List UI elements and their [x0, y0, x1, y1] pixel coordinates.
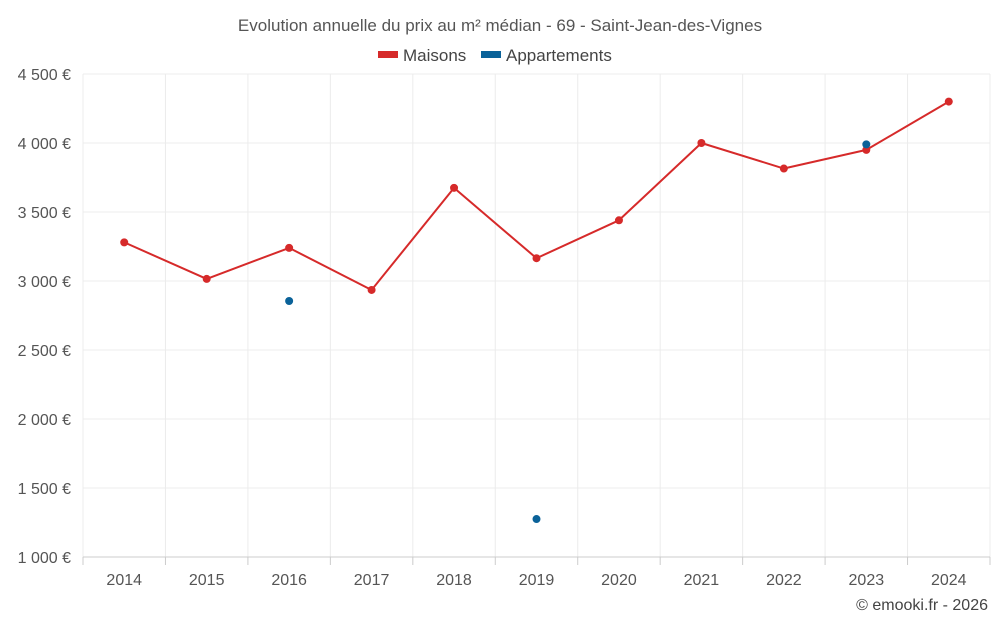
y-tick-label: 2 500 €: [18, 343, 71, 360]
x-axis: 2014 2015 2016 2017 2018 2019 2020 2021 2022 2023…: [82, 556, 991, 589]
data-point-maisons-2019[interactable]: [532, 254, 541, 263]
series-layer: [120, 97, 953, 524]
data-point-maisons-2021[interactable]: [697, 139, 706, 147]
data-point-maisons-2024[interactable]: [944, 97, 953, 106]
legend-swatch-maisons: [378, 51, 398, 58]
data-point-maisons-2022[interactable]: [779, 164, 788, 173]
series-maisons: [120, 97, 953, 294]
x-tick-label: 2015: [189, 572, 225, 589]
data-point-maisons-2018[interactable]: [450, 183, 459, 192]
y-tick-label: 1 000 €: [18, 550, 71, 567]
x-tick-label: 2024: [931, 572, 967, 589]
legend-label-maisons: Maisons: [403, 46, 466, 65]
x-tick-label: 2019: [519, 572, 555, 589]
y-tick-label: 3 000 €: [18, 274, 71, 291]
data-point-appartements-2019[interactable]: [532, 515, 541, 524]
legend-swatch-appartements: [481, 51, 501, 58]
x-tick-label: 2016: [271, 572, 307, 589]
legend-item-appartements[interactable]: Appartements: [481, 46, 612, 65]
chart-title: Evolution annuelle du prix au m² médian …: [238, 16, 762, 35]
x-tick-label: 2018: [436, 572, 472, 589]
y-tick-label: 2 000 €: [18, 412, 71, 429]
x-tick-label: 2022: [766, 572, 802, 589]
credits[interactable]: © emooki.fr - 2026: [856, 597, 988, 614]
data-point-maisons-2016[interactable]: [285, 243, 294, 252]
x-tick-label: 2014: [106, 572, 142, 589]
grid: [82, 73, 991, 557]
x-tick-label: 2020: [601, 572, 637, 589]
data-point-maisons-2023[interactable]: [862, 145, 871, 154]
x-tick-label: 2017: [354, 572, 390, 589]
x-tick-label: 2023: [849, 572, 885, 589]
series-appartements: [285, 140, 871, 524]
legend-item-maisons[interactable]: Maisons: [378, 46, 466, 65]
data-point-maisons-2020[interactable]: [614, 216, 623, 225]
data-point-appartements-2016[interactable]: [285, 297, 294, 306]
legend: Maisons Appartements: [378, 46, 612, 65]
y-axis: 1 000 € 1 500 € 2 000 € 2 500 € 3 000 € 3 500…: [18, 67, 71, 567]
y-tick-label: 1 500 €: [18, 481, 71, 498]
y-tick-label: 3 500 €: [18, 205, 71, 222]
data-point-maisons-2017[interactable]: [367, 285, 376, 294]
y-tick-label: 4 000 €: [18, 136, 71, 153]
x-tick-label: 2021: [684, 572, 720, 589]
legend-label-appartements: Appartements: [506, 46, 612, 65]
y-tick-label: 4 500 €: [18, 67, 71, 84]
data-point-appartements-2023[interactable]: [862, 140, 871, 149]
data-point-maisons-2015[interactable]: [202, 274, 211, 283]
data-point-maisons-2014[interactable]: [120, 238, 129, 247]
